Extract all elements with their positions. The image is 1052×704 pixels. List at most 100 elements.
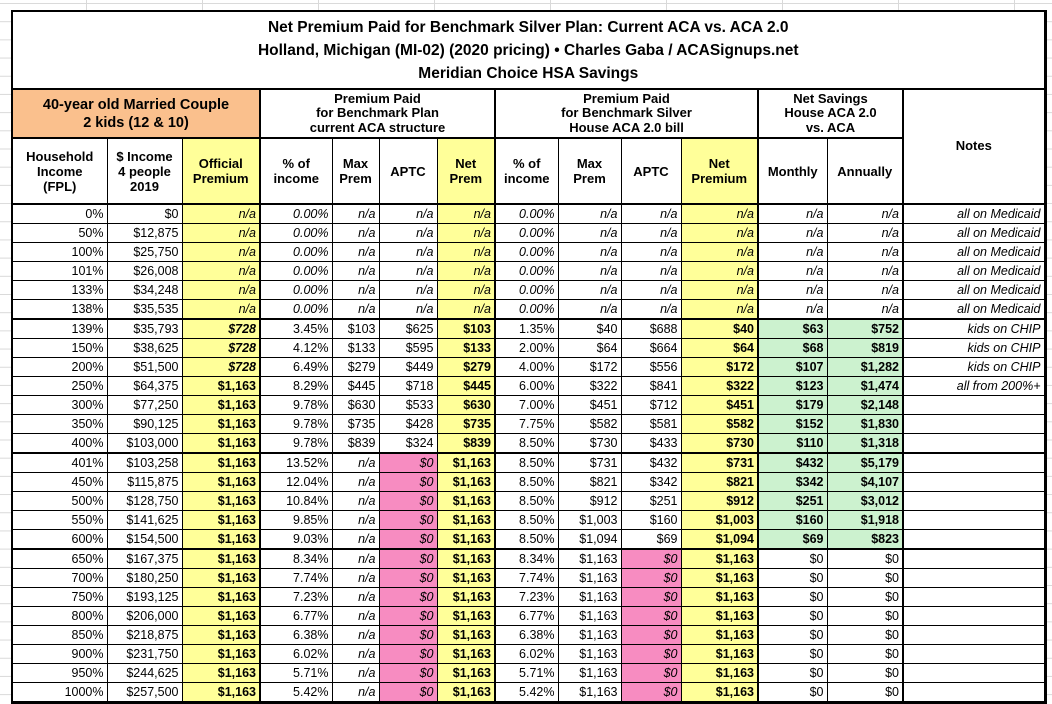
column-header-max-prem-aca20[interactable]: Max Prem xyxy=(557,137,622,205)
cell-max-prem-aca[interactable]: $103 xyxy=(331,318,380,339)
cell-pct-income-aca20[interactable]: 6.38% xyxy=(494,625,559,645)
cell-pct-income-aca[interactable]: 9.78% xyxy=(259,414,333,434)
cell-net-premium-aca20[interactable]: $1,163 xyxy=(680,663,759,683)
cell-net-premium-aca20[interactable]: $172 xyxy=(680,357,759,377)
cell-pct-income-aca[interactable]: 8.34% xyxy=(259,548,333,569)
cell-max-prem-aca[interactable]: n/a xyxy=(331,606,380,626)
cell-savings-annually[interactable]: $1,918 xyxy=(826,510,904,530)
cell-aptc-aca[interactable]: n/a xyxy=(378,280,438,300)
cell-aptc-aca[interactable]: n/a xyxy=(378,223,438,243)
cell-savings-annually[interactable]: $0 xyxy=(826,644,904,664)
cell-income-2019[interactable]: $154,500 xyxy=(106,529,183,550)
cell-notes[interactable] xyxy=(902,472,1046,492)
cell-savings-annually[interactable]: $0 xyxy=(826,606,904,626)
cell-notes[interactable]: all on Medicaid xyxy=(902,242,1046,262)
cell-notes[interactable]: kids on CHIP xyxy=(902,357,1046,377)
cell-net-prem-aca[interactable]: $1,163 xyxy=(436,529,496,550)
cell-income-2019[interactable]: $141,625 xyxy=(106,510,183,530)
cell-net-prem-aca[interactable]: $735 xyxy=(436,414,496,434)
cell-aptc-aca20[interactable]: $581 xyxy=(620,414,682,434)
cell-net-premium-aca20[interactable]: $40 xyxy=(680,318,759,339)
cell-fpl[interactable]: 550% xyxy=(11,510,108,530)
cell-pct-income-aca20[interactable]: 7.23% xyxy=(494,587,559,607)
cell-official-premium[interactable]: $1,163 xyxy=(181,452,261,473)
cell-fpl[interactable]: 500% xyxy=(11,491,108,511)
cell-income-2019[interactable]: $193,125 xyxy=(106,587,183,607)
cell-net-prem-aca[interactable]: $103 xyxy=(436,318,496,339)
cell-aptc-aca20[interactable]: n/a xyxy=(620,299,682,320)
cell-savings-annually[interactable]: $1,318 xyxy=(826,433,904,454)
cell-notes[interactable]: all on Medicaid xyxy=(902,280,1046,300)
cell-max-prem-aca20[interactable]: $730 xyxy=(557,433,622,454)
cell-notes[interactable] xyxy=(902,548,1046,569)
cell-pct-income-aca[interactable]: 3.45% xyxy=(259,318,333,339)
cell-income-2019[interactable]: $103,000 xyxy=(106,433,183,454)
cell-pct-income-aca[interactable]: 9.85% xyxy=(259,510,333,530)
cell-max-prem-aca20[interactable]: $731 xyxy=(557,452,622,473)
cell-pct-income-aca[interactable]: 0.00% xyxy=(259,299,333,320)
cell-pct-income-aca[interactable]: 5.42% xyxy=(259,682,333,703)
cell-max-prem-aca20[interactable]: $322 xyxy=(557,376,622,396)
cell-max-prem-aca20[interactable]: n/a xyxy=(557,203,622,224)
cell-pct-income-aca[interactable]: 7.74% xyxy=(259,568,333,588)
cell-aptc-aca[interactable]: $0 xyxy=(378,663,438,683)
cell-savings-annually[interactable]: $819 xyxy=(826,338,904,358)
cell-net-premium-aca20[interactable]: n/a xyxy=(680,280,759,300)
column-header-income-2019[interactable]: $ Income 4 people 2019 xyxy=(106,137,183,205)
cell-official-premium[interactable]: $728 xyxy=(181,338,261,358)
cell-net-prem-aca[interactable]: $1,163 xyxy=(436,510,496,530)
cell-aptc-aca20[interactable]: $0 xyxy=(620,606,682,626)
cell-notes[interactable]: all on Medicaid xyxy=(902,261,1046,281)
cell-max-prem-aca20[interactable]: n/a xyxy=(557,261,622,281)
cell-savings-annually[interactable]: n/a xyxy=(826,242,904,262)
cell-max-prem-aca[interactable]: n/a xyxy=(331,223,380,243)
cell-notes[interactable]: kids on CHIP xyxy=(902,338,1046,358)
cell-pct-income-aca20[interactable]: 6.00% xyxy=(494,376,559,396)
group-header-household[interactable]: 40-year old Married Couple 2 kids (12 & … xyxy=(11,88,261,139)
cell-net-premium-aca20[interactable]: n/a xyxy=(680,203,759,224)
cell-max-prem-aca20[interactable]: $821 xyxy=(557,472,622,492)
cell-pct-income-aca[interactable]: 0.00% xyxy=(259,261,333,281)
cell-official-premium[interactable]: $728 xyxy=(181,318,261,339)
group-header-house-aca20[interactable]: Premium Paid for Benchmark Silver House … xyxy=(494,88,759,139)
cell-aptc-aca[interactable]: $0 xyxy=(378,510,438,530)
cell-net-premium-aca20[interactable]: $1,163 xyxy=(680,548,759,569)
cell-max-prem-aca[interactable]: n/a xyxy=(331,682,380,703)
cell-max-prem-aca20[interactable]: $1,094 xyxy=(557,529,622,550)
cell-official-premium[interactable]: $1,163 xyxy=(181,682,261,703)
cell-aptc-aca20[interactable]: n/a xyxy=(620,242,682,262)
cell-aptc-aca20[interactable]: $0 xyxy=(620,682,682,703)
cell-pct-income-aca20[interactable]: 0.00% xyxy=(494,223,559,243)
cell-aptc-aca20[interactable]: $688 xyxy=(620,318,682,339)
cell-fpl[interactable]: 250% xyxy=(11,376,108,396)
cell-max-prem-aca20[interactable]: $1,163 xyxy=(557,587,622,607)
cell-aptc-aca20[interactable]: $432 xyxy=(620,452,682,473)
cell-net-prem-aca[interactable]: $1,163 xyxy=(436,548,496,569)
cell-income-2019[interactable]: $35,793 xyxy=(106,318,183,339)
cell-fpl[interactable]: 133% xyxy=(11,280,108,300)
cell-net-premium-aca20[interactable]: $451 xyxy=(680,395,759,415)
cell-max-prem-aca[interactable]: n/a xyxy=(331,529,380,550)
cell-aptc-aca[interactable]: $0 xyxy=(378,587,438,607)
cell-max-prem-aca20[interactable]: n/a xyxy=(557,223,622,243)
cell-official-premium[interactable]: $1,163 xyxy=(181,395,261,415)
cell-max-prem-aca20[interactable]: $1,163 xyxy=(557,644,622,664)
cell-notes[interactable] xyxy=(902,433,1046,454)
cell-savings-monthly[interactable]: $0 xyxy=(757,548,828,569)
cell-net-prem-aca[interactable]: $1,163 xyxy=(436,606,496,626)
cell-pct-income-aca20[interactable]: 7.75% xyxy=(494,414,559,434)
cell-notes[interactable] xyxy=(902,568,1046,588)
column-header-savings-monthly[interactable]: Monthly xyxy=(757,137,828,205)
cell-pct-income-aca[interactable]: 4.12% xyxy=(259,338,333,358)
cell-pct-income-aca[interactable]: 13.52% xyxy=(259,452,333,473)
cell-savings-annually[interactable]: n/a xyxy=(826,223,904,243)
cell-net-prem-aca[interactable]: n/a xyxy=(436,203,496,224)
cell-income-2019[interactable]: $257,500 xyxy=(106,682,183,703)
cell-max-prem-aca[interactable]: n/a xyxy=(331,203,380,224)
cell-net-prem-aca[interactable]: $133 xyxy=(436,338,496,358)
cell-aptc-aca20[interactable]: n/a xyxy=(620,203,682,224)
cell-savings-annually[interactable]: $752 xyxy=(826,318,904,339)
cell-net-prem-aca[interactable]: $1,163 xyxy=(436,644,496,664)
cell-fpl[interactable]: 400% xyxy=(11,433,108,454)
cell-fpl[interactable]: 150% xyxy=(11,338,108,358)
